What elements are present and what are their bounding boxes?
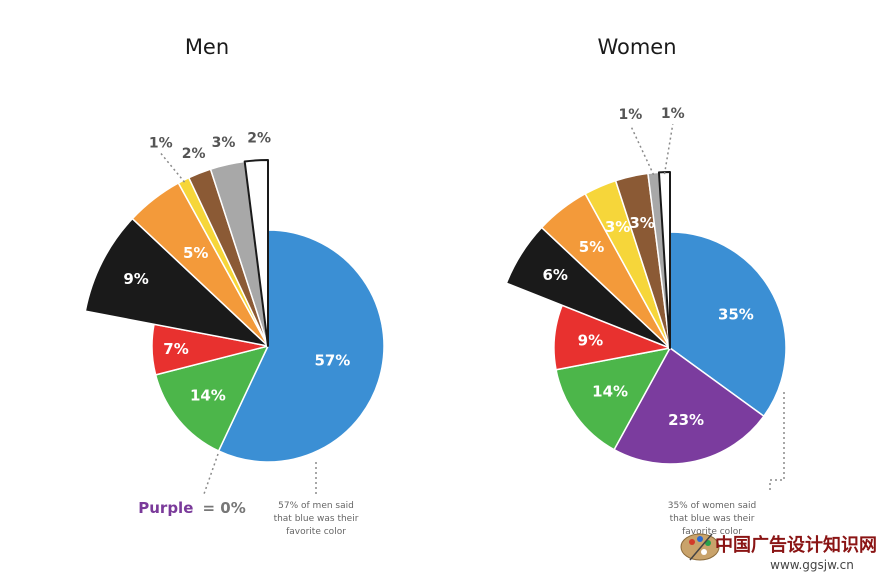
men-slice-label-1: 14%: [190, 387, 226, 405]
men-annotation-line-2: that blue was their: [274, 514, 359, 524]
women-leader-line-8: [629, 124, 655, 176]
purple-value: = 0%: [202, 499, 245, 517]
women-slice-label-2: 14%: [592, 383, 628, 401]
men-slice-8: [243, 159, 269, 347]
women-slice-label-7: 3%: [629, 214, 654, 232]
men-outer-label-6: 2%: [182, 146, 206, 162]
women-annotation-leader: [769, 392, 785, 492]
men-slice-0: [217, 229, 385, 463]
men-purple-note: Purple = 0%: [138, 498, 245, 517]
women-annotation: 35% of women said that blue was their fa…: [668, 501, 757, 537]
men-slice-label-3: 9%: [123, 270, 148, 288]
women-slice-label-3: 9%: [578, 332, 603, 350]
women-slice-label-1: 23%: [668, 411, 704, 429]
women-slice-label-4: 6%: [542, 266, 567, 284]
men-leader-lines: [160, 152, 317, 495]
women-slice-2: [555, 347, 671, 451]
men-pie-chart: Men 57% 14% 7% 9% 5% 1% 2% 3% 2% Purple = 0% 57%…: [84, 35, 385, 537]
svg-text:Purple = 0%: Purple = 0%: [138, 498, 245, 517]
men-slice-1: [154, 345, 269, 452]
men-chart-title: Men: [185, 35, 229, 59]
watermark-url: www.ggsjw.cn: [770, 558, 854, 572]
women-outer-label-8: 1%: [619, 107, 643, 123]
men-slices: [84, 159, 385, 463]
palette-icon: [680, 533, 720, 561]
men-leader-line-5: [160, 152, 186, 183]
men-annotation-line-1: 57% of men said: [278, 501, 354, 511]
women-slice-label-5: 5%: [579, 238, 604, 256]
men-outer-label-8: 2%: [247, 130, 271, 146]
watermark-chinese: 中国广告设计知识网: [715, 534, 877, 556]
women-outer-label-9: 1%: [661, 106, 685, 122]
men-outer-label-5: 1%: [149, 135, 173, 151]
women-annotation-line-3: favorite color: [682, 527, 742, 537]
men-slice-labels: 57% 14% 7% 9% 5% 1% 2% 3% 2%: [123, 130, 350, 404]
women-leader-line-9: [663, 123, 674, 175]
women-pie-chart: Women 35%23%14%9%6%5%3% 3%1% 1% 35% of wom…: [505, 35, 787, 537]
men-annotation: 57% of men said that blue was their favo…: [274, 501, 359, 537]
women-slices: [505, 171, 787, 465]
women-slice-label-6: 3%: [605, 218, 630, 236]
women-chart-title: Women: [597, 35, 676, 59]
men-slice-label-0: 57%: [314, 351, 350, 369]
women-slice-labels: 35%23%14%9%6%5%3% 3%1% 1%: [542, 106, 753, 429]
purple-leader-line: [203, 453, 219, 495]
men-outer-label-7: 3%: [212, 135, 236, 151]
women-slice-1: [613, 347, 765, 465]
women-leader-lines: [629, 123, 785, 492]
men-slice-label-2: 7%: [163, 340, 188, 358]
women-slice-0: [669, 231, 787, 417]
watermark: 中国广告设计知识网 www.ggsjw.cn: [680, 533, 877, 572]
women-annotation-line-1: 35% of women said: [668, 501, 757, 511]
men-slice-label-4: 5%: [183, 244, 208, 262]
men-annotation-line-3: favorite color: [286, 527, 346, 537]
women-slice-label-0: 35%: [718, 305, 754, 323]
purple-word: Purple: [138, 499, 193, 517]
men-slice-3: [84, 217, 269, 347]
women-annotation-line-2: that blue was their: [670, 514, 755, 524]
